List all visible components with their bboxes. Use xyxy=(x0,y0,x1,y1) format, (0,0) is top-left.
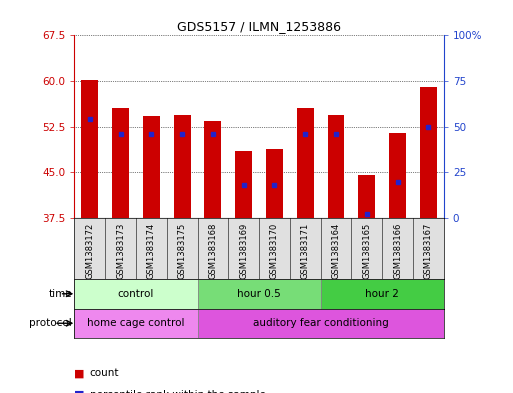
Bar xyxy=(81,81,98,218)
Bar xyxy=(235,151,252,218)
Bar xyxy=(266,149,283,218)
Text: home cage control: home cage control xyxy=(87,318,185,328)
Bar xyxy=(389,133,406,218)
Bar xyxy=(143,116,160,218)
Text: GSM1383172: GSM1383172 xyxy=(85,223,94,279)
Text: GSM1383167: GSM1383167 xyxy=(424,223,433,279)
Text: hour 2: hour 2 xyxy=(365,289,399,299)
Title: GDS5157 / ILMN_1253886: GDS5157 / ILMN_1253886 xyxy=(177,20,341,33)
Text: GSM1383165: GSM1383165 xyxy=(362,223,371,279)
Text: GSM1383174: GSM1383174 xyxy=(147,223,156,279)
Text: GSM1383170: GSM1383170 xyxy=(270,223,279,279)
Bar xyxy=(112,108,129,218)
Bar xyxy=(204,121,222,218)
Text: GSM1383169: GSM1383169 xyxy=(239,223,248,279)
Bar xyxy=(297,108,313,218)
Bar xyxy=(198,309,444,338)
Text: ■: ■ xyxy=(74,390,85,393)
Text: time: time xyxy=(48,289,72,299)
Bar xyxy=(420,87,437,218)
Bar xyxy=(321,279,444,309)
Text: control: control xyxy=(118,289,154,299)
Text: GSM1383175: GSM1383175 xyxy=(177,223,187,279)
Text: GSM1383166: GSM1383166 xyxy=(393,223,402,279)
Bar xyxy=(327,115,344,218)
Text: hour 0.5: hour 0.5 xyxy=(237,289,281,299)
Text: percentile rank within the sample: percentile rank within the sample xyxy=(90,390,266,393)
Bar xyxy=(74,279,198,309)
Text: GSM1383173: GSM1383173 xyxy=(116,223,125,279)
Text: protocol: protocol xyxy=(29,318,72,328)
Bar xyxy=(358,175,375,218)
Text: GSM1383164: GSM1383164 xyxy=(331,223,341,279)
Text: GSM1383168: GSM1383168 xyxy=(208,223,218,279)
Text: count: count xyxy=(90,368,120,378)
Text: auditory fear conditioning: auditory fear conditioning xyxy=(253,318,388,328)
Bar xyxy=(173,115,190,218)
Text: ■: ■ xyxy=(74,368,85,378)
Bar xyxy=(74,309,198,338)
Text: GSM1383171: GSM1383171 xyxy=(301,223,310,279)
Bar xyxy=(198,279,321,309)
